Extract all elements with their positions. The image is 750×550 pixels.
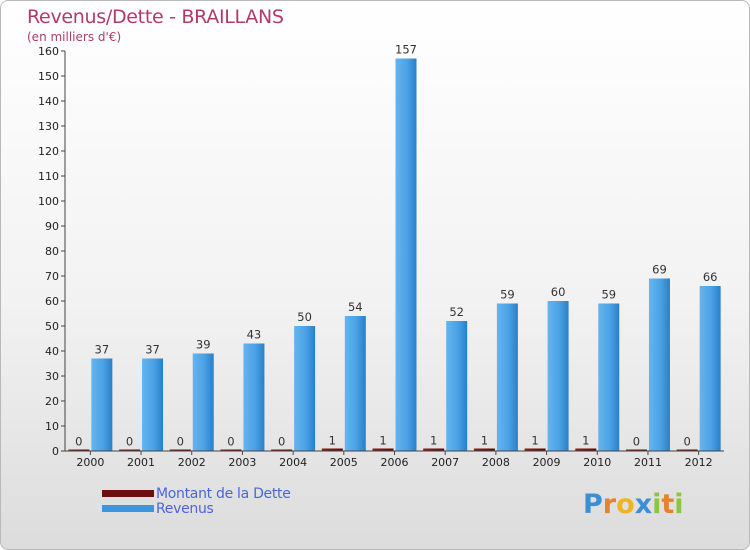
bar-dette xyxy=(119,449,141,451)
bar-label-revenus: 54 xyxy=(348,300,363,314)
bar-dette xyxy=(321,448,343,451)
bar-dette xyxy=(169,449,191,451)
y-tick-label: 60 xyxy=(45,295,59,308)
bar-revenus xyxy=(598,303,620,451)
y-tick-label: 160 xyxy=(38,45,59,58)
bar-label-dette: 1 xyxy=(379,434,386,448)
bar-label-dette: 0 xyxy=(683,435,690,449)
bar-revenus xyxy=(243,343,265,451)
x-tick-label: 2002 xyxy=(178,456,206,469)
y-tick-label: 90 xyxy=(45,220,59,233)
bar-revenus xyxy=(496,303,518,451)
x-tick-label: 2008 xyxy=(482,456,510,469)
bar-dette xyxy=(372,448,394,451)
bar-label-dette: 0 xyxy=(227,435,234,449)
bar-dette xyxy=(473,448,495,451)
bar-label-dette: 0 xyxy=(177,435,184,449)
bar-revenus xyxy=(395,58,417,451)
y-tick-label: 150 xyxy=(38,70,59,83)
bar-label-revenus: 37 xyxy=(95,343,110,357)
bar-label-revenus: 66 xyxy=(703,270,718,284)
y-tick-label: 10 xyxy=(45,420,59,433)
bar-dette xyxy=(676,449,698,451)
logo-letter: P xyxy=(583,489,603,520)
legend-label-revenus: Revenus xyxy=(156,501,214,517)
bar-label-revenus: 39 xyxy=(196,338,211,352)
bar-label-revenus: 43 xyxy=(247,328,262,342)
y-tick-label: 120 xyxy=(38,145,59,158)
x-tick-label: 2007 xyxy=(431,456,459,469)
legend-swatch-dette xyxy=(102,490,154,497)
y-tick-label: 20 xyxy=(45,395,59,408)
bar-label-dette: 1 xyxy=(531,434,538,448)
logo-letter: i xyxy=(674,489,684,520)
bar-dette xyxy=(68,449,90,451)
bar-label-revenus: 37 xyxy=(145,343,160,357)
proxiti-logo: Proxiti xyxy=(583,489,684,520)
bar-revenus xyxy=(699,286,721,451)
x-tick-label: 2004 xyxy=(279,456,307,469)
x-tick-label: 2009 xyxy=(533,456,561,469)
bar-revenus xyxy=(547,301,569,451)
bar-revenus xyxy=(344,316,366,451)
y-tick-label: 130 xyxy=(38,120,59,133)
x-tick-label: 2010 xyxy=(583,456,611,469)
bar-label-revenus: 60 xyxy=(551,285,566,299)
y-tick-label: 0 xyxy=(52,445,59,458)
bar-label-dette: 0 xyxy=(75,435,82,449)
bar-label-dette: 1 xyxy=(582,434,589,448)
y-tick-label: 50 xyxy=(45,320,59,333)
bar-dette xyxy=(423,448,445,451)
legend-label-dette: Montant de la Dette xyxy=(156,486,291,502)
bar-revenus xyxy=(142,358,164,451)
bar-revenus xyxy=(648,278,670,451)
y-tick-label: 30 xyxy=(45,370,59,383)
bar-label-revenus: 52 xyxy=(449,305,464,319)
bar-label-dette: 0 xyxy=(633,435,640,449)
legend-swatch-revenus xyxy=(102,505,154,512)
x-tick-label: 2001 xyxy=(127,456,155,469)
bar-dette xyxy=(625,449,647,451)
bar-label-revenus: 69 xyxy=(652,263,667,277)
bar-label-revenus: 157 xyxy=(395,43,417,57)
bar-label-dette: 1 xyxy=(481,434,488,448)
bar-revenus xyxy=(446,321,468,451)
x-tick-label: 2003 xyxy=(228,456,256,469)
y-tick-label: 110 xyxy=(38,170,59,183)
bar-label-revenus: 59 xyxy=(601,288,616,302)
logo-letter: r xyxy=(602,489,617,520)
y-tick-label: 100 xyxy=(38,195,59,208)
y-tick-label: 140 xyxy=(38,95,59,108)
bar-label-dette: 0 xyxy=(278,435,285,449)
bar-revenus xyxy=(294,326,316,451)
bar-label-revenus: 59 xyxy=(500,288,515,302)
bar-label-dette: 1 xyxy=(329,434,336,448)
logo-letter: t xyxy=(661,489,675,520)
x-tick-label: 2006 xyxy=(381,456,409,469)
bar-dette xyxy=(271,449,293,451)
chart-title: Revenus/Dette - BRAILLANS xyxy=(27,6,284,28)
y-tick-label: 40 xyxy=(45,345,59,358)
bar-dette xyxy=(524,448,546,451)
chart-subtitle: (en milliers d'€) xyxy=(27,30,122,44)
bar-dette xyxy=(575,448,597,451)
x-tick-label: 2012 xyxy=(685,456,713,469)
logo-letter: x xyxy=(634,489,653,520)
bar-label-dette: 0 xyxy=(126,435,133,449)
bar-revenus xyxy=(192,353,214,451)
bar-label-dette: 1 xyxy=(430,434,437,448)
x-tick-label: 2005 xyxy=(330,456,358,469)
bar-label-revenus: 50 xyxy=(297,310,312,324)
logo-letter: i xyxy=(652,489,662,520)
y-tick-label: 70 xyxy=(45,270,59,283)
y-tick-label: 80 xyxy=(45,245,59,258)
logo-letter: o xyxy=(616,489,635,520)
bar-dette xyxy=(220,449,242,451)
x-tick-label: 2011 xyxy=(634,456,662,469)
x-tick-label: 2000 xyxy=(76,456,104,469)
bar-revenus xyxy=(91,358,113,451)
